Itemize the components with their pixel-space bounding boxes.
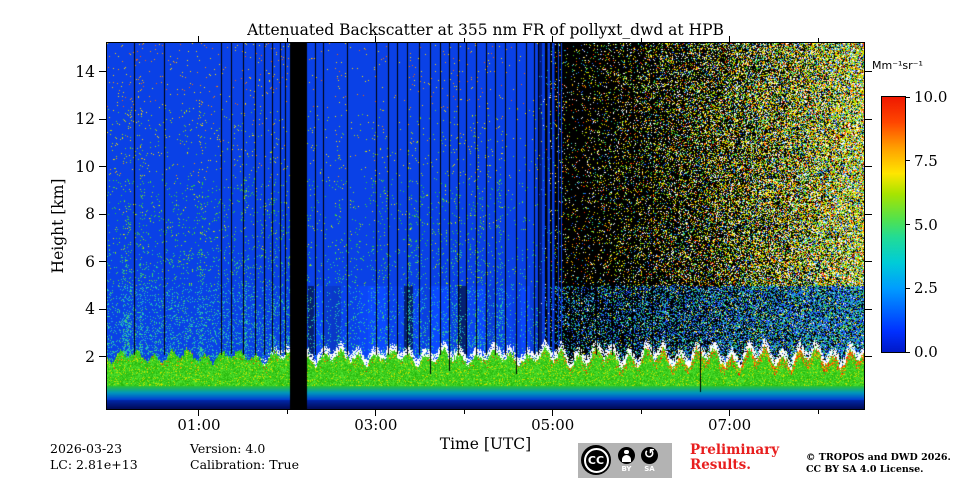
calibration-text: Calibration: True bbox=[190, 457, 299, 472]
y-tick-right bbox=[865, 71, 872, 73]
y-tick-label: 8 bbox=[85, 205, 95, 224]
cc-logo-text: CC bbox=[583, 447, 609, 473]
x-minor-tick bbox=[817, 410, 819, 414]
cc-sa-arrow-icon: ↺ bbox=[641, 447, 658, 464]
y-tick bbox=[99, 118, 106, 120]
y-tick-label: 12 bbox=[75, 110, 95, 129]
colorbar-tick bbox=[906, 160, 910, 162]
cc-by-person-icon bbox=[618, 447, 635, 464]
heatmap-canvas bbox=[107, 43, 864, 409]
colorbar-tick-label: 7.5 bbox=[914, 151, 938, 170]
copyright-note: © TROPOS and DWD 2026. CC BY SA 4.0 Lice… bbox=[806, 452, 951, 475]
x-minor-tick bbox=[640, 410, 642, 414]
y-tick-right bbox=[865, 261, 872, 263]
lidar-constant-text: LC: 2.81e+13 bbox=[50, 457, 138, 472]
x-minor-tick bbox=[463, 410, 465, 414]
y-tick bbox=[99, 356, 106, 358]
version-calibration-block: Version: 4.0 Calibration: True bbox=[190, 441, 299, 473]
y-tick-right bbox=[865, 308, 872, 310]
y-tick bbox=[99, 166, 106, 168]
y-tick-label: 10 bbox=[75, 157, 95, 176]
date-lc-block: 2026-03-23 LC: 2.81e+13 bbox=[50, 441, 138, 473]
y-tick-label: 4 bbox=[85, 300, 95, 319]
colorbar-tick bbox=[906, 351, 910, 353]
x-tick-label: 05:00 bbox=[531, 416, 575, 434]
cc-sa-label: SA bbox=[644, 465, 655, 473]
sa-arrow-glyph: ↺ bbox=[644, 447, 655, 462]
x-tick-label: 07:00 bbox=[707, 416, 752, 434]
y-tick bbox=[99, 71, 106, 73]
x-tick-top bbox=[552, 36, 554, 42]
x-minor-tick-top bbox=[817, 38, 819, 42]
colorbar-tick bbox=[906, 224, 910, 225]
cc-by-label: BY bbox=[621, 465, 632, 473]
y-tick-label: 6 bbox=[85, 252, 95, 271]
y-tick-right bbox=[865, 118, 872, 120]
colorbar-tick-label: 0.0 bbox=[914, 343, 938, 361]
copyright-line2: CC BY SA 4.0 License. bbox=[806, 463, 924, 475]
colorbar-canvas bbox=[882, 97, 905, 352]
x-tick bbox=[198, 410, 200, 416]
copyright-line1: © TROPOS and DWD 2026. bbox=[806, 452, 951, 463]
x-tick-top bbox=[198, 36, 200, 42]
colorbar-tick-label: 10.0 bbox=[914, 88, 948, 106]
y-tick-right bbox=[865, 213, 872, 215]
colorbar bbox=[881, 96, 906, 353]
preliminary-line2: Results. bbox=[690, 456, 751, 473]
y-tick-label: 2 bbox=[85, 347, 95, 366]
plot-area bbox=[106, 42, 865, 410]
x-tick bbox=[375, 410, 377, 416]
person-body-icon bbox=[622, 455, 631, 462]
version-text: Version: 4.0 bbox=[190, 441, 266, 456]
y-tick-right bbox=[865, 166, 872, 168]
y-tick bbox=[99, 261, 106, 263]
x-tick bbox=[552, 410, 554, 416]
x-minor-tick-top bbox=[463, 38, 465, 42]
x-tick-top bbox=[729, 36, 731, 42]
y-tick bbox=[99, 308, 106, 310]
colorbar-tick bbox=[906, 287, 910, 289]
preliminary-line1: Preliminary bbox=[690, 442, 780, 458]
x-minor-tick-top bbox=[640, 38, 642, 42]
x-tick-top bbox=[375, 36, 377, 42]
person-head-icon bbox=[624, 449, 629, 454]
y-tick-label: 14 bbox=[75, 62, 95, 81]
x-tick-label: 01:00 bbox=[177, 416, 221, 434]
chart-title: Attenuated Backscatter at 355 nm FR of p… bbox=[247, 21, 724, 39]
y-tick-right bbox=[865, 356, 872, 358]
y-tick bbox=[99, 213, 106, 215]
x-axis-label: Time [UTC] bbox=[439, 435, 532, 453]
x-tick-label: 03:00 bbox=[354, 416, 398, 434]
colorbar-tick bbox=[906, 96, 910, 98]
x-minor-tick-top bbox=[286, 38, 288, 42]
cc-logo-icon: CC bbox=[581, 445, 611, 475]
preliminary-note: Preliminary Results. bbox=[690, 443, 779, 472]
colorbar-tick-label: 5.0 bbox=[914, 215, 938, 234]
x-minor-tick bbox=[286, 410, 288, 414]
colorbar-unit-label: Mm⁻¹sr⁻¹ bbox=[872, 59, 923, 72]
x-tick bbox=[729, 410, 731, 416]
cc-license-badge: CC ↺ BY SA bbox=[578, 443, 672, 478]
colorbar-tick-label: 2.5 bbox=[914, 279, 938, 298]
date-text: 2026-03-23 bbox=[50, 441, 123, 456]
